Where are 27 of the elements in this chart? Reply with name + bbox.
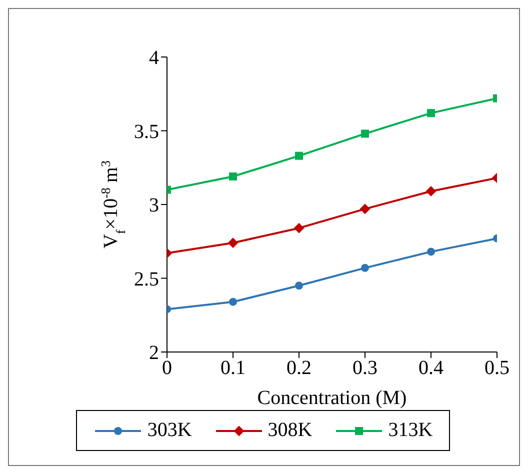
- x-tick-label: 0.2: [286, 357, 312, 380]
- y-tick-label: 2.5: [134, 268, 159, 290]
- point: [361, 130, 369, 138]
- point: [228, 238, 238, 248]
- point: [360, 204, 370, 214]
- x-tick-label: 0.1: [220, 357, 246, 380]
- point: [427, 109, 435, 118]
- point: [361, 264, 369, 272]
- x-tick-label: 0.3: [352, 357, 378, 380]
- point: [295, 282, 303, 290]
- point: [229, 298, 237, 306]
- y-tick-label: 4: [149, 47, 159, 70]
- y-tick-label: 3: [149, 194, 159, 217]
- legend-label: 308K: [268, 419, 312, 442]
- point: [229, 172, 237, 180]
- x-tick-label: 0.5: [484, 357, 510, 380]
- point: [294, 223, 304, 234]
- y-tick-label: 3.5: [134, 120, 159, 143]
- x-tick-label: 0.4: [418, 357, 444, 380]
- point: [427, 248, 435, 256]
- x-axis-title: Concentration (M): [257, 387, 407, 409]
- y-tick-label: 2: [149, 342, 159, 364]
- point: [426, 186, 436, 196]
- legend-label: 303K: [147, 419, 192, 442]
- x-tick-label: 0: [162, 357, 172, 380]
- legend-label: 313K: [388, 419, 433, 442]
- point: [295, 152, 303, 160]
